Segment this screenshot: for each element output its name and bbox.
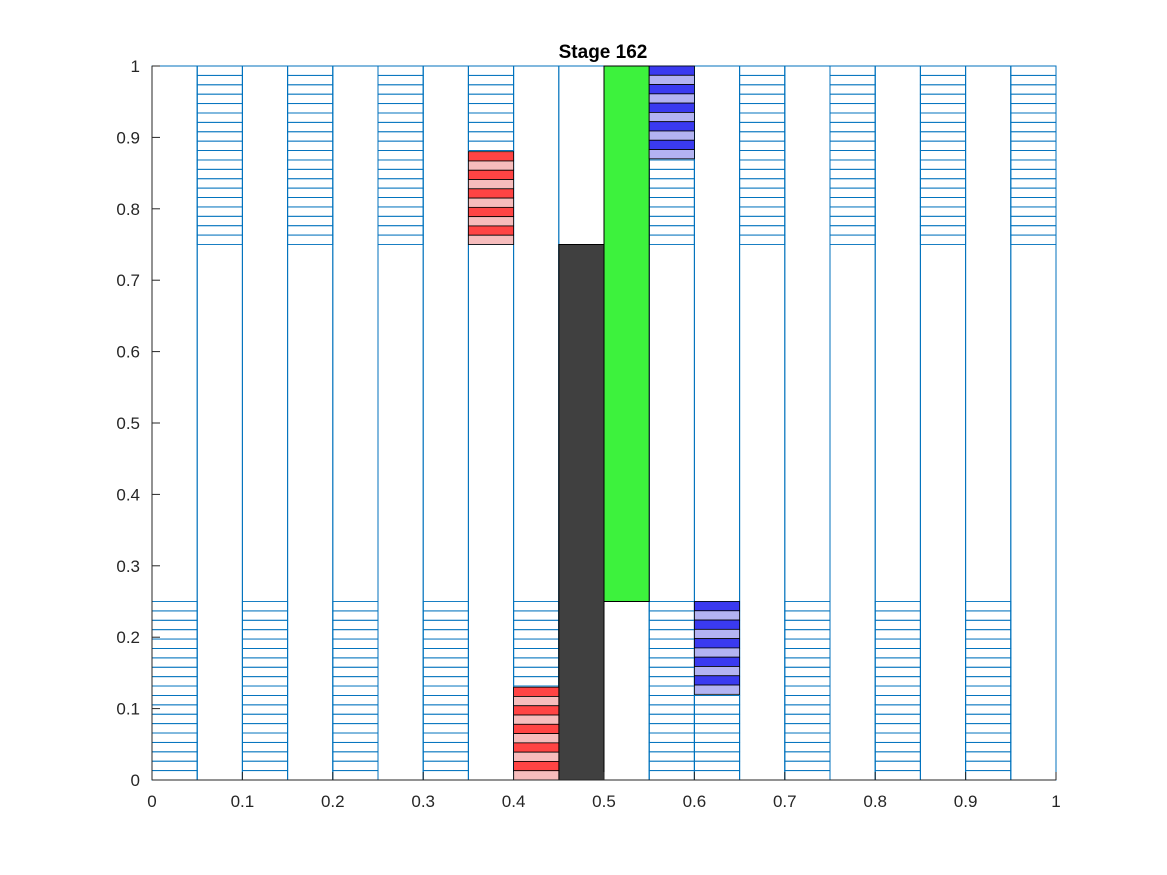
block-stripe: [694, 675, 741, 686]
y-tick-label: 0.4: [116, 485, 140, 504]
x-tick-label: 0.2: [321, 792, 345, 811]
x-tick-label: 0.6: [683, 792, 707, 811]
block-stripe: [694, 601, 741, 612]
block-stripe: [513, 714, 560, 725]
top-region: [1010, 65, 1057, 245]
x-tick-label: 1: [1051, 792, 1060, 811]
block-stripe: [694, 684, 741, 695]
y-tick-label: 0.5: [116, 414, 140, 433]
y-tick-label: 0.6: [116, 343, 140, 362]
x-tick-label: 0: [147, 792, 156, 811]
block-stripe: [648, 102, 695, 113]
block-stripe: [648, 139, 695, 150]
block-stripe: [467, 197, 514, 208]
x-tick-label: 0.1: [231, 792, 255, 811]
red-block-upper: [467, 151, 514, 245]
block-stripe: [513, 770, 560, 781]
bottom-region: [648, 601, 695, 781]
block-stripe: [648, 121, 695, 132]
y-tick-label: 0.1: [116, 700, 140, 719]
y-tick-label: 0: [131, 771, 140, 790]
x-tick-label: 0.7: [773, 792, 797, 811]
x-tick-label: 0.8: [863, 792, 887, 811]
block-stripe: [648, 84, 695, 95]
block-stripe: [694, 656, 741, 667]
block-stripe: [467, 225, 514, 236]
block-stripe: [648, 74, 695, 85]
x-tick-label: 0.5: [592, 792, 616, 811]
block-stripe: [467, 206, 514, 218]
block-stripe: [513, 705, 560, 716]
block-stripe: [694, 619, 741, 630]
block-stripe: [467, 169, 514, 180]
block-stripe: [513, 696, 560, 707]
block-stripe: [513, 761, 560, 772]
blue-block-upper: [648, 65, 695, 160]
block-stripe: [648, 65, 695, 76]
black-bar: [558, 244, 605, 781]
green-bar: [603, 65, 650, 602]
block-stripe: [467, 234, 514, 245]
block-stripe: [467, 179, 514, 190]
block-stripe: [694, 610, 741, 621]
block-stripe: [648, 93, 695, 104]
y-tick-label: 0.7: [116, 271, 140, 290]
chart-title: Stage 162: [559, 42, 648, 63]
y-tick-label: 0.2: [116, 628, 140, 647]
axes: 0 0.1 0.2 0.3 0.4 0.5 0.6 0.7 0.8 0.9 1 0 0.1 0.2 0.3 0…: [116, 57, 1060, 811]
block-stripe: [467, 151, 514, 162]
x-tick-label: 0.3: [411, 792, 435, 811]
block-stripe: [694, 666, 741, 677]
block-stripe: [648, 130, 695, 141]
block-stripe: [513, 686, 560, 697]
block-stripe: [694, 628, 741, 640]
block-stripe: [513, 723, 560, 734]
block-stripe: [694, 638, 741, 649]
red-block-lower: [513, 686, 560, 781]
blue-block-lower: [694, 601, 741, 695]
x-tick-label: 0.4: [502, 792, 526, 811]
block-stripe: [467, 188, 514, 199]
x-tick-label: 0.9: [954, 792, 978, 811]
block-stripe: [513, 751, 560, 762]
y-tick-label: 1: [131, 57, 140, 76]
block-stripe: [694, 647, 741, 658]
plot-area: [151, 65, 1057, 781]
region-stripe: [1010, 234, 1057, 245]
y-tick-label: 0.3: [116, 557, 140, 576]
block-stripe: [648, 149, 695, 160]
block-stripe: [513, 742, 560, 753]
block-stripe: [467, 216, 514, 227]
y-tick-label: 0.8: [116, 200, 140, 219]
block-stripe: [467, 160, 514, 171]
block-stripe: [513, 733, 560, 744]
block-stripe: [648, 112, 695, 123]
y-tick-label: 0.9: [116, 128, 140, 147]
